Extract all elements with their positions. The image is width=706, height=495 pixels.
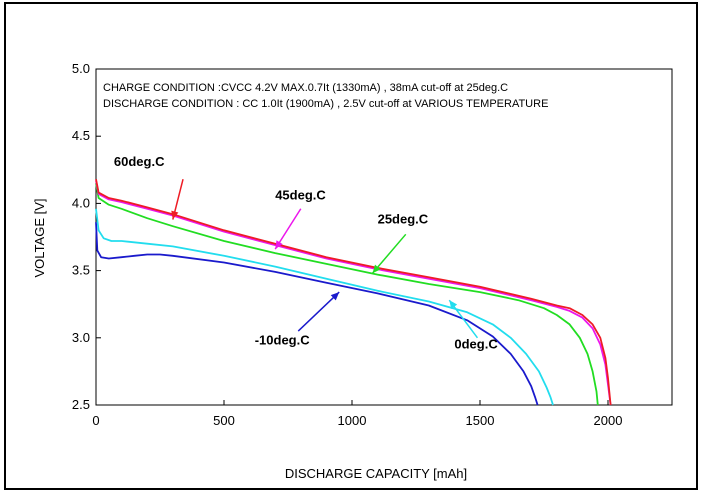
series-line-45deg-c (95, 180, 612, 406)
label-arrow-head (275, 240, 283, 250)
series-line-0deg-c (95, 208, 554, 406)
series-label: 25deg.C (378, 212, 429, 227)
series-line-60deg-c (95, 179, 612, 406)
x-tick-label: 500 (213, 413, 235, 428)
series-label: 45deg.C (275, 187, 326, 202)
y-tick-label: 4.0 (72, 195, 90, 210)
y-tick-label: 3.5 (72, 263, 90, 278)
series-line--10deg-c (95, 222, 539, 406)
label-arrow-line (297, 291, 340, 332)
x-axis-title: DISCHARGE CAPACITY [mAh] (285, 466, 467, 481)
series-label: 60deg.C (114, 154, 165, 169)
chart-frame (4, 2, 698, 490)
charge-condition-text: CHARGE CONDITION :CVCC 4.2V MAX.0.7It (1… (103, 82, 508, 94)
label-arrow-head (330, 292, 340, 301)
plot-area (95, 68, 673, 406)
y-axis-ticks: 2.5 3.0 3.5 4.0 4.5 5.0 (72, 61, 101, 412)
series-lines (95, 179, 612, 406)
series-label: 0deg.C (454, 337, 498, 352)
y-tick-label: 5.0 (72, 61, 90, 76)
x-tick-label: 0 (92, 413, 99, 428)
series-label: -10deg.C (255, 333, 311, 348)
label-arrow-head (372, 264, 381, 274)
y-tick-label: 3.0 (72, 330, 90, 345)
x-tick-label: 1000 (338, 413, 367, 428)
y-tick-label: 4.5 (72, 128, 90, 143)
label-arrow-line (371, 233, 407, 274)
y-tick-label: 2.5 (72, 397, 90, 412)
x-tick-label: 1500 (466, 413, 495, 428)
label-arrow-head (171, 210, 179, 220)
x-axis-ticks: 0 500 1000 1500 2000 (92, 400, 622, 428)
series-labels: 60deg.C 45deg.C 25deg.C 0deg.C -10deg.C (114, 154, 498, 352)
label-arrow-head (449, 300, 458, 309)
series-arrows (171, 179, 479, 339)
discharge-condition-text: DISCHARGE CONDITION : CC 1.0It (1900mA) … (103, 98, 548, 110)
y-axis-title: VOLTAGE [V] (32, 199, 47, 278)
series-line-25deg-c (95, 183, 599, 406)
x-tick-label: 2000 (594, 413, 623, 428)
